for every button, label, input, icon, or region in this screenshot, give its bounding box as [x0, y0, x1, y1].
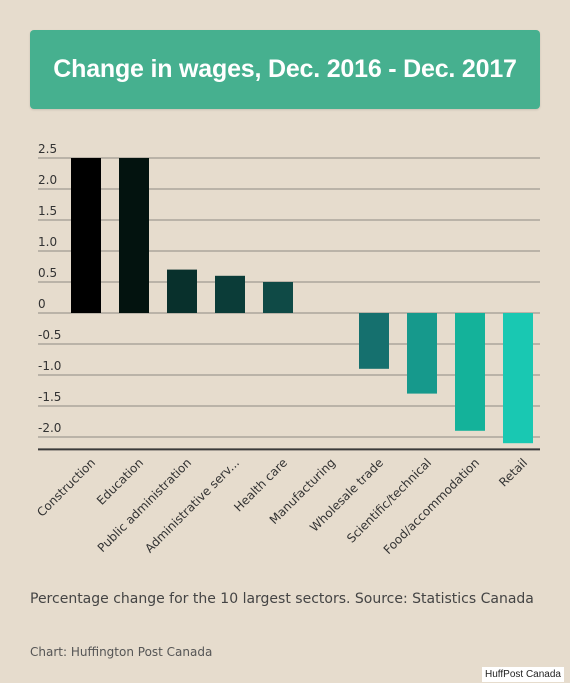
chart-credit: Chart: Huffington Post Canada	[30, 645, 213, 659]
bar	[407, 313, 437, 394]
bar	[71, 158, 101, 313]
bar	[359, 313, 389, 369]
chart-caption: Percentage change for the 10 largest sec…	[30, 591, 534, 607]
y-tick-label: 2.5	[38, 142, 57, 156]
y-tick-label: -2.0	[38, 421, 61, 435]
y-tick-label: 2.0	[38, 173, 57, 187]
y-tick-label: 1.5	[38, 204, 57, 218]
x-tick-label: Construction	[34, 456, 98, 520]
y-tick-label: 1.0	[38, 235, 57, 249]
y-tick-label: 0.5	[38, 266, 57, 280]
bar	[455, 313, 485, 431]
y-tick-label: -1.0	[38, 359, 61, 373]
y-tick-label: -1.5	[38, 390, 61, 404]
bar	[215, 275, 245, 313]
chart-title-banner: Change in wages, Dec. 2016 - Dec. 2017	[30, 30, 540, 109]
x-tick-label: Retail	[496, 456, 530, 490]
x-tick-label: Education	[94, 456, 146, 508]
bar	[119, 158, 149, 313]
x-tick-label: Public administration	[95, 456, 194, 555]
y-tick-label: 0	[38, 297, 46, 311]
x-tick-label: Food/accommodation	[381, 456, 482, 557]
bar-chart: 2.5 2.0 1.5 1.0 0.5 0 -0.5 -1.0 -1.5 -2.0 Construc…	[34, 142, 540, 557]
x-tick-label: Administrative serv...	[142, 456, 242, 556]
watermark: HuffPost Canada	[482, 667, 564, 682]
bar	[503, 313, 533, 444]
chart-title: Change in wages, Dec. 2016 - Dec. 2017	[53, 55, 517, 83]
bar	[263, 282, 293, 313]
x-tick-label: Scientific/technical	[344, 456, 434, 546]
y-tick-label: -0.5	[38, 328, 61, 342]
bar	[167, 269, 197, 313]
